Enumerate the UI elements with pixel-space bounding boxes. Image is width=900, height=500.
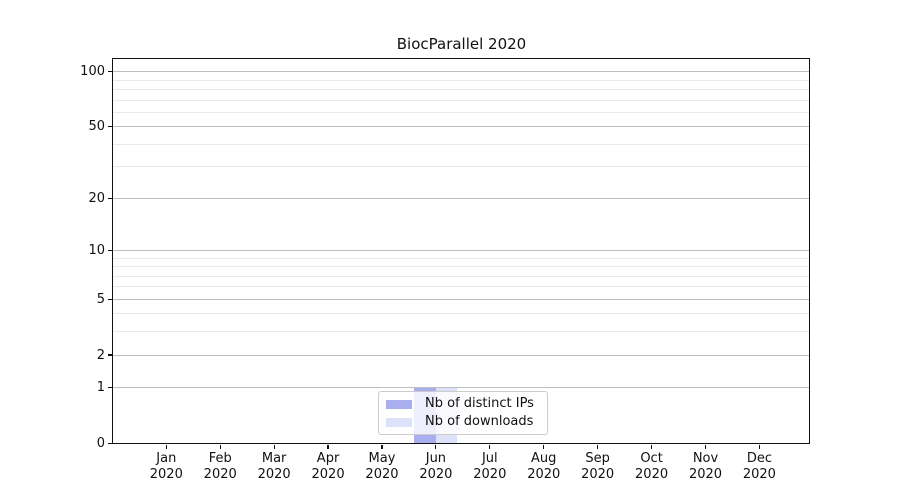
y-tick-label: 0 (96, 436, 105, 451)
gridline-major (113, 298, 810, 300)
gridline-minor (113, 166, 810, 168)
legend-swatch-downloads (386, 417, 412, 427)
x-tick-mark (381, 445, 383, 449)
legend-label: Nb of downloads (425, 414, 534, 429)
x-tick-label: Dec 2020 (742, 451, 776, 482)
y-tick-label: 5 (96, 291, 105, 307)
gridline-major (113, 71, 810, 73)
x-tick-mark (219, 445, 221, 449)
x-tick-mark (597, 445, 599, 449)
gridline-minor (113, 331, 810, 333)
x-tick-label: Mar 2020 (257, 451, 291, 482)
gridline-minor (113, 313, 810, 315)
gridline-major (113, 197, 810, 199)
y-tick-mark (108, 442, 112, 445)
x-tick-label: Aug 2020 (527, 451, 561, 482)
y-tick-label: 1 (96, 380, 105, 396)
gridline-minor (113, 89, 810, 91)
x-tick-label: Jul 2020 (473, 451, 507, 482)
gridline-minor (113, 143, 810, 145)
gridline-minor (113, 275, 810, 277)
gridline-minor (113, 99, 810, 101)
y-tick-label: 50 (88, 119, 105, 135)
x-tick-mark (327, 445, 329, 449)
x-tick-label: Nov 2020 (688, 451, 723, 482)
y-tick-mark (108, 387, 112, 389)
gridline-minor (113, 286, 810, 288)
y-tick-mark (108, 71, 112, 73)
x-tick-mark (758, 445, 760, 449)
x-tick-mark (165, 445, 167, 449)
legend-label: Nb of distinct IPs (425, 396, 534, 411)
x-tick-mark (435, 445, 437, 449)
gridline-major (113, 126, 810, 128)
gridline-minor (113, 111, 810, 113)
x-tick-label: Sep 2020 (581, 451, 615, 482)
legend-item-downloads: Nb of downloads (379, 413, 547, 431)
x-tick-mark (650, 445, 653, 449)
y-tick-mark (108, 298, 112, 300)
gridline-major (113, 354, 810, 356)
plot-area-border (112, 58, 810, 444)
chart-title: BiocParallel 2020 (396, 35, 527, 53)
x-tick-label: Feb 2020 (203, 451, 237, 482)
x-tick-mark (704, 445, 707, 449)
gridline-minor (113, 266, 810, 267)
x-tick-label: May 2020 (365, 451, 399, 482)
y-tick-label: 100 (80, 64, 105, 80)
y-tick-mark (108, 249, 112, 251)
gridline-major (113, 387, 810, 389)
x-tick-mark (543, 445, 545, 449)
legend-swatch-distinct-ips (386, 399, 412, 409)
x-tick-label: Oct 2020 (635, 451, 669, 482)
y-tick-label: 20 (88, 190, 105, 206)
gridline-major (113, 249, 810, 251)
x-tick-mark (489, 445, 491, 449)
gridline-minor (113, 257, 810, 259)
y-tick-label: 2 (96, 347, 105, 363)
y-tick-mark (108, 126, 112, 128)
y-tick-label: 10 (88, 242, 105, 258)
legend: Nb of distinct IPs Nb of downloads (378, 391, 548, 435)
x-tick-label: Jun 2020 (419, 451, 453, 482)
legend-item-distinct-ips: Nb of distinct IPs (379, 395, 547, 413)
y-tick-mark (108, 197, 112, 199)
x-tick-label: Apr 2020 (311, 451, 345, 482)
x-tick-label: Jan 2020 (149, 451, 183, 482)
gridline-minor (113, 79, 810, 81)
y-tick-mark (108, 354, 112, 356)
x-tick-mark (273, 445, 275, 449)
